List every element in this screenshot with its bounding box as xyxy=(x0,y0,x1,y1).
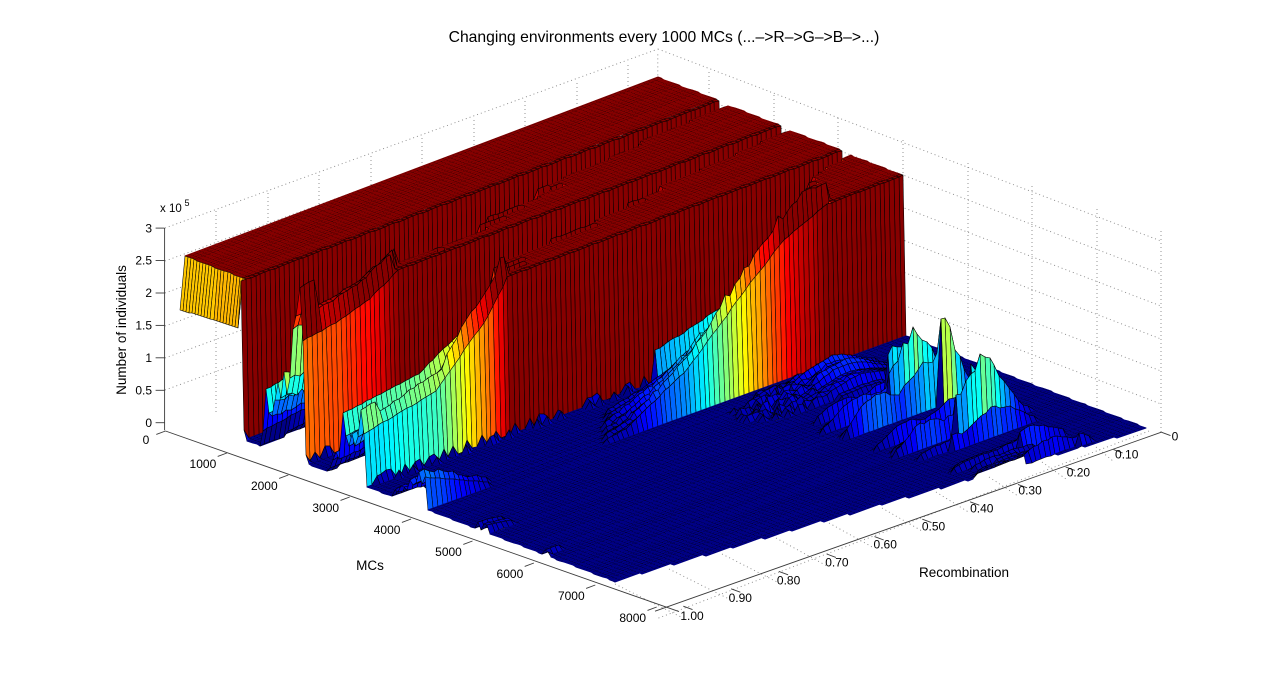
svg-text:0: 0 xyxy=(145,416,152,430)
svg-text:0: 0 xyxy=(1172,430,1179,444)
svg-text:3000: 3000 xyxy=(312,501,339,515)
svg-text:0.60: 0.60 xyxy=(874,537,898,551)
svg-text:0.90: 0.90 xyxy=(729,591,753,605)
svg-text:0.30: 0.30 xyxy=(1018,484,1042,498)
svg-text:5000: 5000 xyxy=(435,545,462,559)
svg-text:1.00: 1.00 xyxy=(680,609,704,623)
svg-text:0.20: 0.20 xyxy=(1067,466,1091,480)
svg-text:Changing environments every 10: Changing environments every 1000 MCs (..… xyxy=(449,29,880,46)
svg-text:1: 1 xyxy=(145,351,152,365)
svg-text:1.5: 1.5 xyxy=(135,319,152,333)
svg-text:7000: 7000 xyxy=(558,589,585,603)
svg-text:0.5: 0.5 xyxy=(135,384,152,398)
svg-text:2000: 2000 xyxy=(251,479,278,493)
svg-text:2.5: 2.5 xyxy=(135,254,152,268)
svg-text:6000: 6000 xyxy=(497,567,524,581)
svg-text:MCs: MCs xyxy=(356,558,384,573)
svg-text:0.10: 0.10 xyxy=(1115,448,1139,462)
svg-text:3: 3 xyxy=(145,221,152,235)
svg-text:2: 2 xyxy=(145,286,152,300)
svg-text:4000: 4000 xyxy=(374,523,401,537)
svg-text:0: 0 xyxy=(143,433,150,447)
svg-text:0.70: 0.70 xyxy=(825,555,849,569)
svg-text:Number of individuals: Number of individuals xyxy=(114,265,129,395)
svg-text:5: 5 xyxy=(185,198,190,208)
svg-text:0.80: 0.80 xyxy=(777,573,801,587)
svg-text:x 10: x 10 xyxy=(160,203,182,215)
svg-text:1000: 1000 xyxy=(190,457,217,471)
svg-text:Recombination: Recombination xyxy=(919,565,1009,580)
svg-text:0.50: 0.50 xyxy=(922,520,946,534)
svg-text:0.40: 0.40 xyxy=(970,502,994,516)
svg-text:8000: 8000 xyxy=(619,611,646,625)
